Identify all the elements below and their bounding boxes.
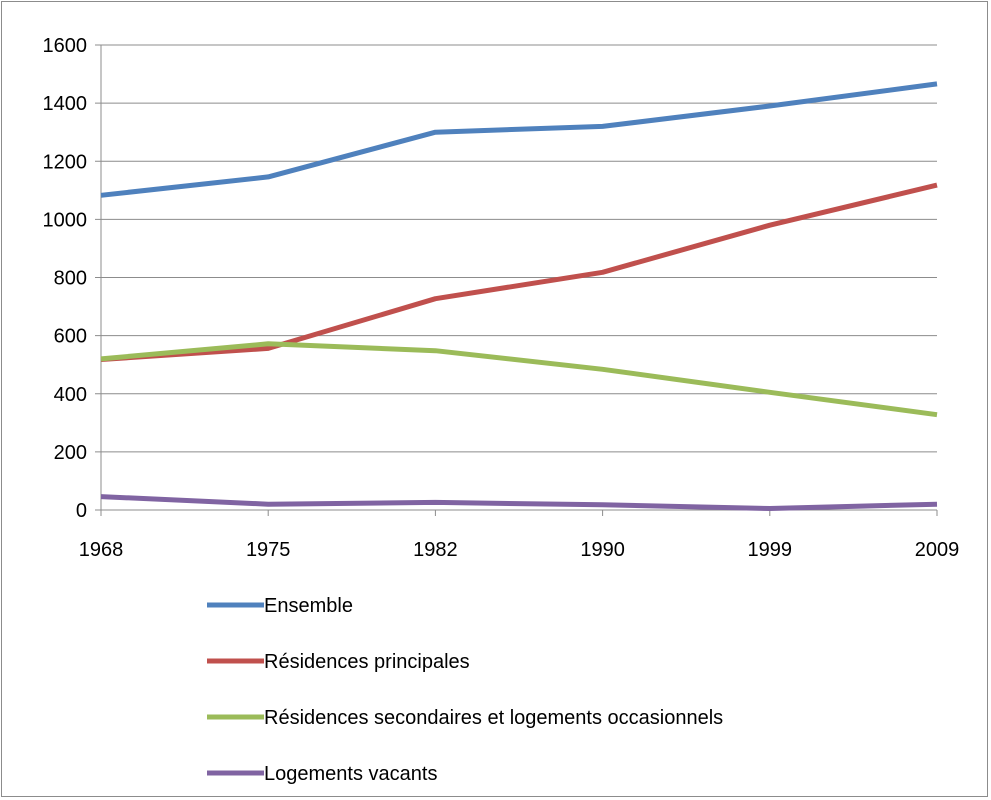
y-axis: 0 200 400 600 800 1000 1200 1400 1600 [43,35,101,522]
series-line-0 [100,81,938,198]
y-tick-label: 800 [54,268,87,290]
x-tick-label: 1999 [748,539,793,561]
y-tick-label: 1600 [43,35,88,57]
series-lines [100,81,938,511]
y-tick-label: 1400 [43,93,88,115]
x-axis: 1968 1975 1982 1990 1999 2009 [79,510,960,561]
y-tick-label: 600 [54,326,87,348]
x-tick-label: 1982 [413,539,458,561]
gridlines [101,44,937,511]
x-tick-label: 1990 [580,539,625,561]
series-line-3 [100,494,938,511]
legend-label: Logements vacants [264,763,437,785]
legend-item: Logements vacants [207,763,437,785]
y-tick-label: 0 [76,500,87,522]
legend-item: Résidences secondaires et logements occa… [207,707,723,729]
legend-item: Ensemble [207,595,353,617]
series-line-2 [100,341,938,418]
y-tick-label: 400 [54,384,87,406]
x-tick-label: 2009 [915,539,960,561]
x-tick-label: 1975 [246,539,291,561]
x-tick-label: 1968 [79,539,124,561]
legend-label: Résidences principales [264,651,470,673]
y-tick-label: 1200 [43,151,88,173]
series-line-1 [100,182,938,362]
legend-label: Ensemble [264,595,353,617]
legend-label: Résidences secondaires et logements occa… [264,707,723,729]
legend-item: Résidences principales [207,651,470,673]
y-tick-label: 1000 [43,209,88,231]
y-tick-label: 200 [54,442,87,464]
legend: Ensemble Résidences principales Résidences… [207,595,723,785]
